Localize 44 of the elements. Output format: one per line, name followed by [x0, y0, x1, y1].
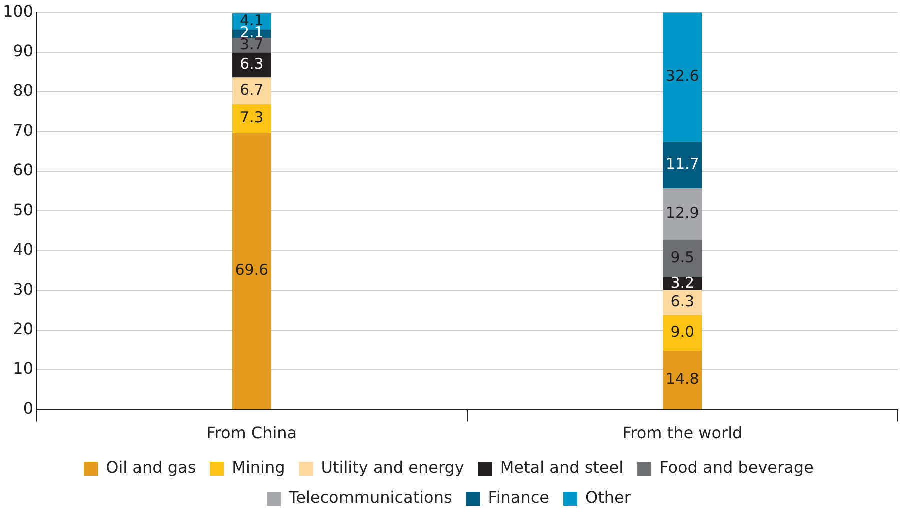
legend-label: Telecommunications: [288, 488, 452, 508]
x-tick-label: From China: [206, 424, 298, 443]
bar: [663, 142, 702, 189]
y-tick-label: 70: [13, 120, 34, 140]
data-label: 6.3: [670, 292, 695, 311]
bar: [663, 240, 702, 278]
y-tick-label: 0: [23, 398, 34, 418]
bar: [663, 290, 702, 316]
legend-label: Finance: [488, 488, 550, 508]
legend-label: Mining: [232, 458, 286, 478]
legend-label: Food and beverage: [660, 458, 814, 478]
y-tick-label: 30: [13, 280, 34, 299]
legend-label: Other: [586, 488, 632, 508]
y-tick-label: 40: [13, 240, 34, 260]
data-label: 9.5: [670, 248, 695, 267]
y-tick-label: 60: [13, 160, 34, 180]
legend-label: Oil and gas: [106, 458, 196, 478]
data-label: 14.8: [666, 370, 700, 388]
y-tick-label: 20: [13, 320, 34, 339]
data-label: 9.0: [670, 323, 695, 342]
data-label: 12.9: [666, 204, 700, 222]
bar: [232, 133, 272, 410]
data-label: 7.3: [240, 108, 264, 127]
bar: [232, 78, 272, 104]
data-label: 6.7: [240, 80, 264, 99]
legend-label: Utility and energy: [321, 458, 464, 478]
data-label: 69.6: [235, 261, 269, 280]
y-tick-label: 80: [13, 81, 34, 100]
x-tick-label: From the world: [622, 424, 743, 443]
bar: [232, 104, 272, 134]
bar: [663, 12, 702, 142]
legend-label: Metal and steel: [500, 458, 624, 478]
y-tick-label: 10: [13, 359, 34, 378]
data-label: 6.3: [240, 55, 264, 74]
bar: [663, 351, 702, 410]
data-label: 32.6: [666, 67, 700, 86]
data-label: 3.2: [670, 274, 695, 292]
bar: [663, 315, 702, 352]
y-tick-label: 90: [13, 41, 34, 60]
bar: [663, 188, 702, 240]
y-tick-label: 50: [13, 200, 34, 220]
data-label: 11.7: [666, 155, 700, 174]
y-tick-label: 100: [2, 2, 34, 21]
bar: [232, 52, 272, 78]
